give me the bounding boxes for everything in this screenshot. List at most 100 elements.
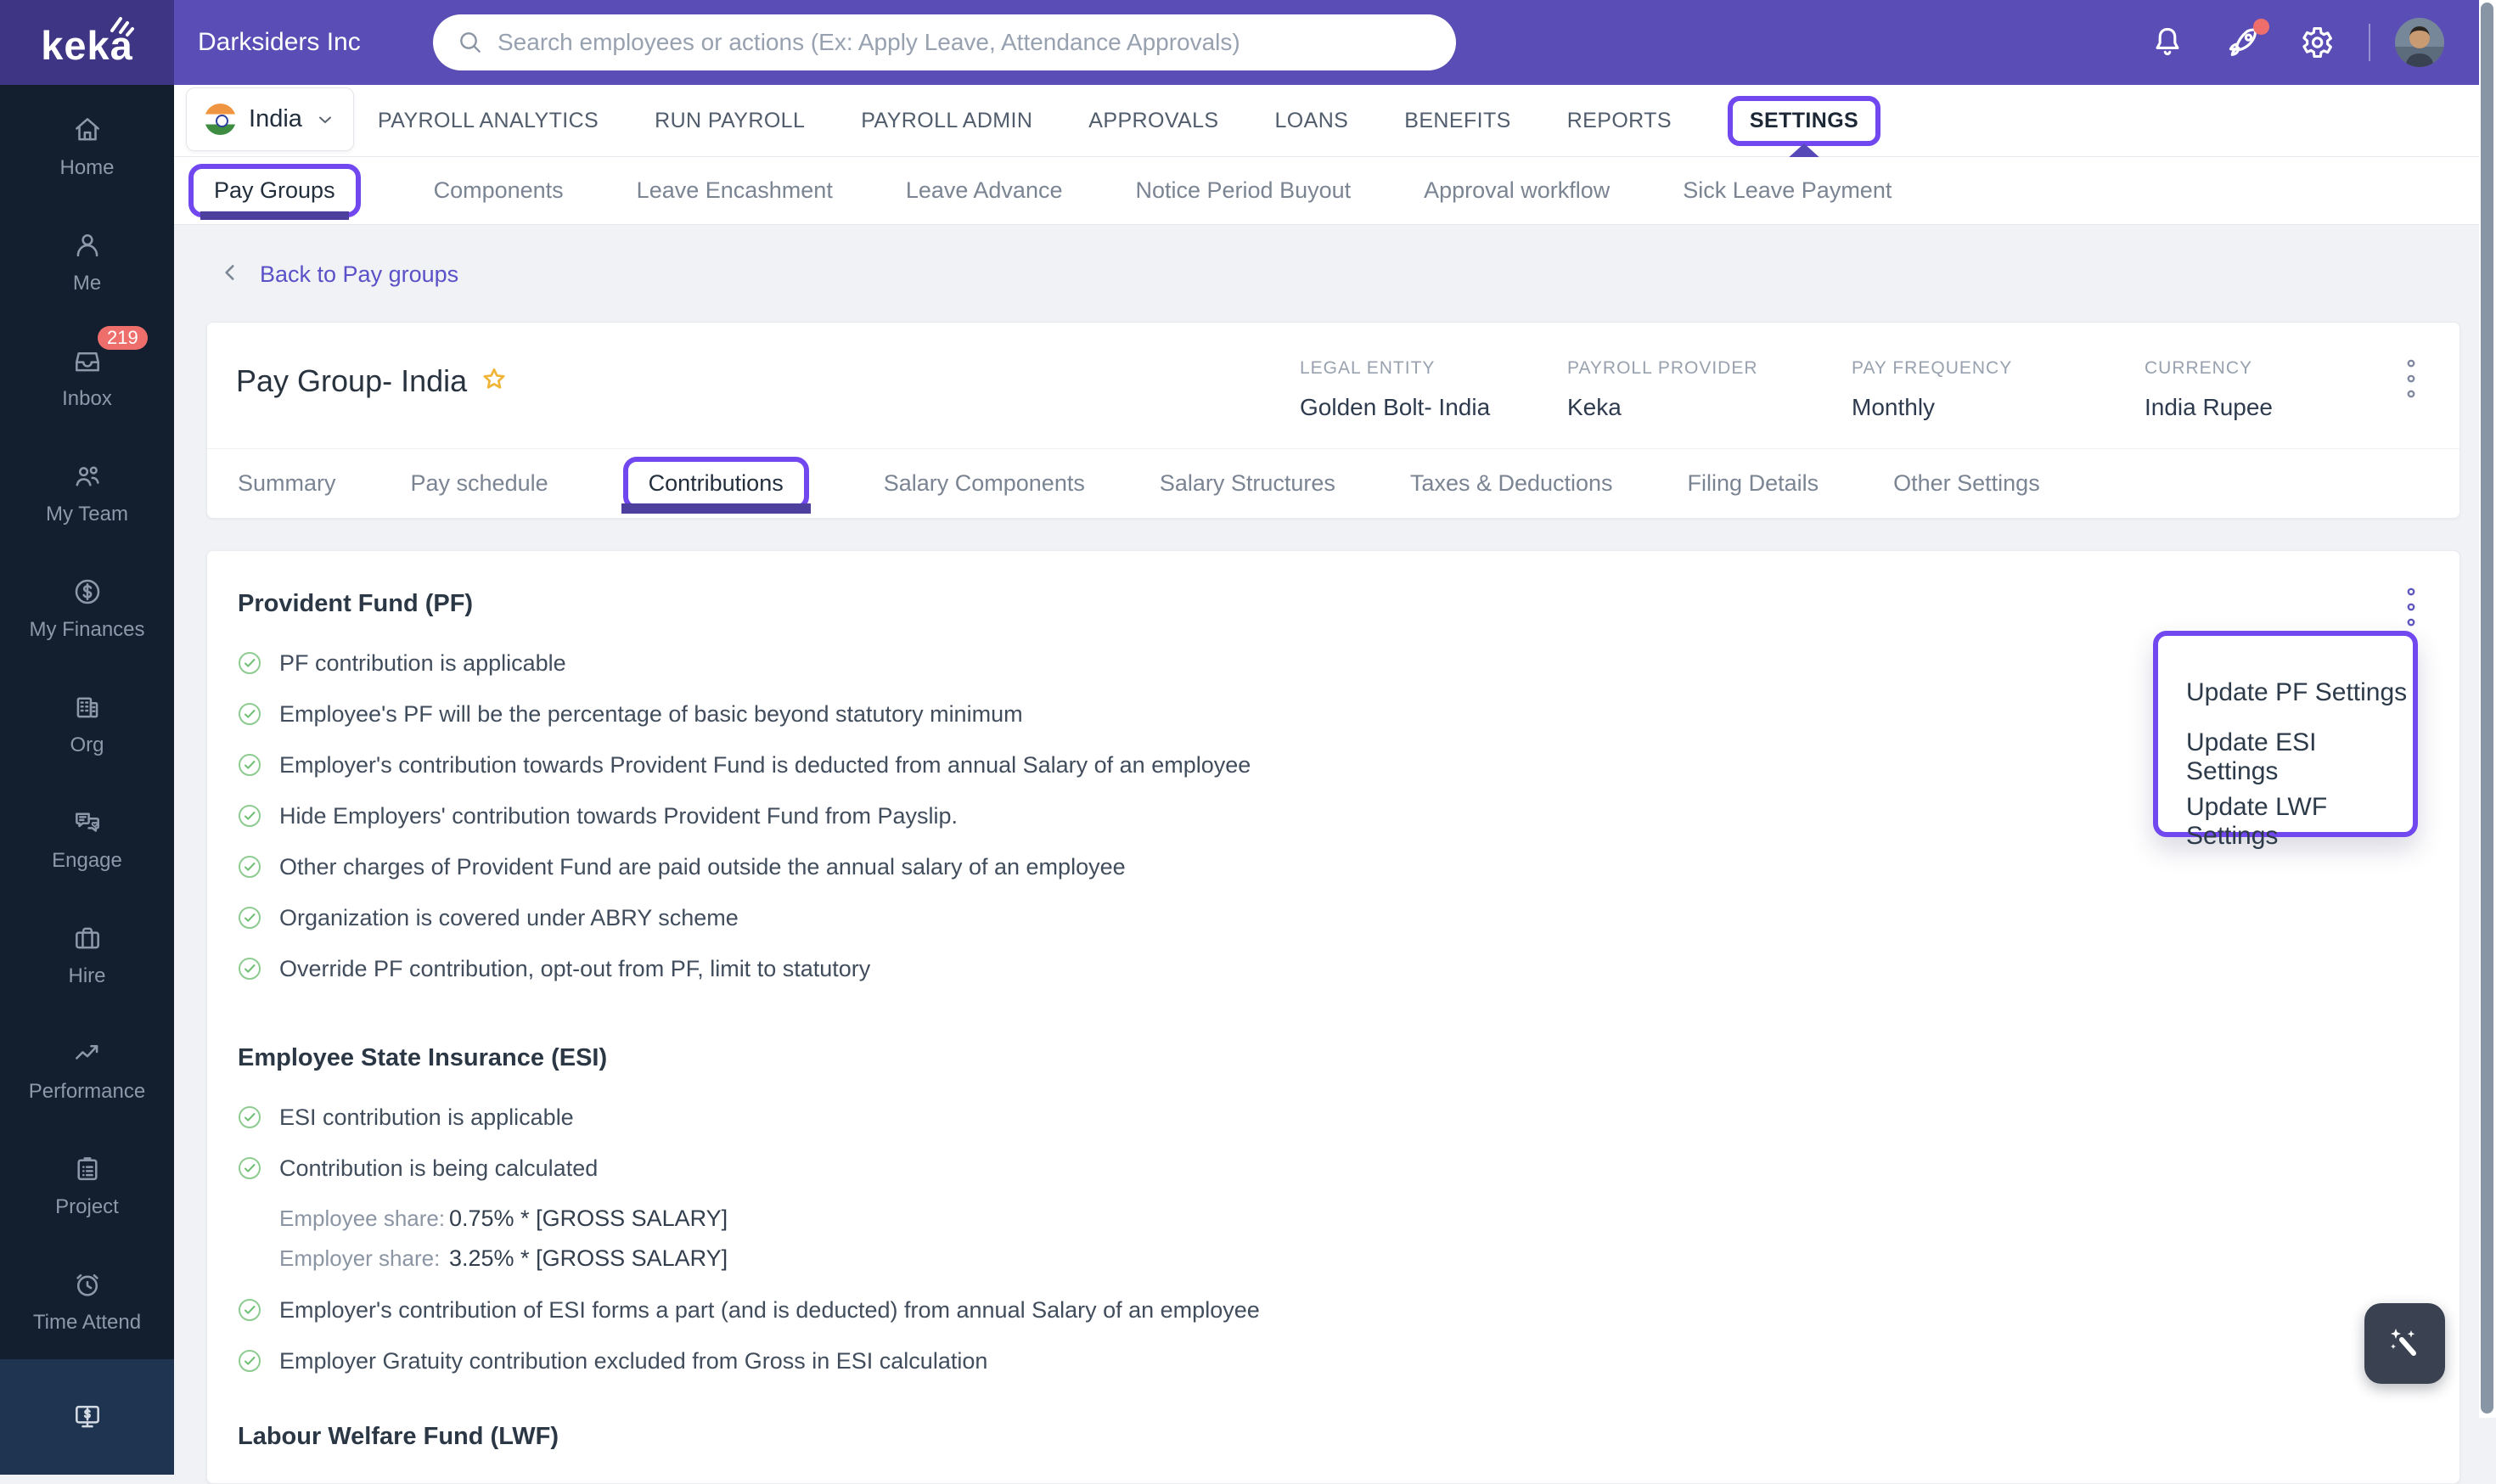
employee-share-label: Employee share: (279, 1205, 446, 1231)
update-settings-menu: Update PF Settings Update ESI Settings U… (2153, 631, 2418, 850)
user-avatar[interactable] (2395, 18, 2444, 67)
subtab-leave-advance[interactable]: Leave Advance (905, 177, 1063, 203)
esi-setting-row: ESI contribution is applicable (238, 1103, 2415, 1132)
tab-salary-structures[interactable]: Salary Structures (1159, 470, 1335, 496)
esi-section: Employee State Insurance (ESI) ESI contr… (238, 1044, 2415, 1375)
tab-taxes-deductions[interactable]: Taxes & Deductions (1409, 470, 1613, 496)
scrollbar-thumb[interactable] (2481, 3, 2493, 1414)
favorite-star-icon[interactable] (481, 366, 508, 397)
annotation-pointer (1786, 143, 1823, 160)
sidebar-item-my-team[interactable]: My Team (0, 436, 174, 551)
sidebar-item-org[interactable]: Org (0, 666, 174, 782)
sidebar-item-time-attend[interactable]: Time Attend (0, 1244, 174, 1359)
subtab-sick-leave-payment[interactable]: Sick Leave Payment (1683, 177, 1892, 203)
back-link-label: Back to Pay groups (260, 261, 459, 287)
pay-group-tabs: Summary Pay schedule Contributions Salar… (207, 448, 2459, 518)
pf-setting-row: Organization is covered under ABRY schem… (238, 903, 2415, 932)
back-to-pay-groups[interactable]: Back to Pay groups (219, 259, 2479, 289)
esi-setting-row: Employer's contribution of ESI forms a p… (238, 1296, 2415, 1324)
nav-benefits[interactable]: BENEFITS (1404, 109, 1511, 132)
keka-logo[interactable]: keka (0, 0, 174, 85)
sidebar-item-home[interactable]: Home (0, 89, 174, 205)
home-icon (75, 118, 99, 141)
nav-payroll-admin[interactable]: PAYROLL ADMIN (861, 109, 1033, 132)
sidebar-item-hire[interactable]: Hire (0, 897, 174, 1013)
rocket-badge-dot (2253, 19, 2269, 35)
org-icon (76, 697, 98, 718)
menu-update-esi-settings[interactable]: Update ESI Settings (2186, 728, 2317, 785)
pf-setting-row: Override PF contribution, opt-out from P… (238, 954, 2415, 983)
sidebar-item-performance[interactable]: Performance (0, 1013, 174, 1128)
legal-entity-selector[interactable]: India (186, 87, 354, 151)
payroll-icon (75, 1405, 99, 1428)
tab-contributions[interactable]: Contributions (648, 470, 784, 496)
whats-new-rocket-icon[interactable] (2223, 19, 2269, 63)
meta-label: PAYROLL PROVIDER (1567, 358, 1758, 378)
notifications-bell-icon[interactable] (2147, 22, 2188, 63)
nav-loans[interactable]: LOANS (1274, 109, 1349, 132)
pf-setting-row: PF contribution is applicable (238, 649, 2415, 677)
header-kebab-menu-icon[interactable] (2403, 357, 2419, 405)
pay-group-meta: LEGAL ENTITY Golden Bolt- India PAYROLL … (1300, 358, 2273, 421)
check-circle-icon (239, 1350, 261, 1372)
lwf-section-title: Labour Welfare Fund (LWF) (238, 1423, 559, 1450)
sidebar-nav: Home Me 219 Inbox My Team My Finances Or… (0, 85, 174, 1475)
sidebar-item-my-finances[interactable]: My Finances (0, 551, 174, 666)
meta-label: PAY FREQUENCY (1852, 358, 2013, 378)
brand-wordmark: keka (41, 22, 133, 68)
nav-settings[interactable]: SETTINGS (1749, 109, 1859, 132)
sidebar-item-me[interactable]: Me (0, 205, 174, 320)
check-circle-icon (239, 1157, 261, 1179)
subtab-notice-period-buyout[interactable]: Notice Period Buyout (1135, 177, 1352, 203)
payroll-provider-value: Keka (1567, 394, 1622, 420)
project-icon (76, 1157, 98, 1181)
subtab-approval-workflow[interactable]: Approval workflow (1424, 177, 1611, 203)
pf-setting-row: Other charges of Provident Fund are paid… (238, 852, 2415, 881)
chevron-down-icon (318, 116, 331, 123)
tab-other-settings[interactable]: Other Settings (1893, 470, 2040, 496)
check-circle-icon (239, 805, 261, 827)
nav-payroll-analytics[interactable]: PAYROLL ANALYTICS (378, 109, 599, 132)
pf-setting-row: Hide Employers' contribution towards Pro… (238, 801, 2415, 830)
global-search[interactable] (433, 14, 1456, 70)
search-icon (460, 32, 481, 53)
check-circle-icon (239, 703, 261, 725)
subtab-components[interactable]: Components (433, 177, 564, 203)
payroll-nav-links: PAYROLL ANALYTICS RUN PAYROLL PAYROLL AD… (378, 85, 1881, 160)
pay-group-header-card: Pay Group- India LEGAL ENTITY Golden Bol… (206, 322, 2460, 519)
tab-pay-schedule[interactable]: Pay schedule (410, 470, 548, 496)
pf-setting-row: Employer's contribution towards Providen… (238, 750, 2415, 779)
engage-icon (75, 812, 99, 832)
assistant-fab[interactable] (2364, 1303, 2445, 1384)
employer-share-value: 3.25% * [GROSS SALARY] (449, 1245, 728, 1271)
nav-reports[interactable]: REPORTS (1566, 109, 1672, 132)
esi-share-details: Employee share: 0.75% * [GROSS SALARY] E… (279, 1205, 2415, 1272)
india-flag-icon (205, 104, 237, 135)
check-circle-icon (239, 958, 261, 980)
tab-salary-components[interactable]: Salary Components (883, 470, 1085, 496)
settings-gear-icon[interactable] (2296, 22, 2336, 63)
meta-label: CURRENCY (2145, 358, 2253, 378)
sidebar-item-engage[interactable]: Engage (0, 782, 174, 897)
pf-section-title: Provident Fund (PF) (238, 590, 474, 617)
menu-update-lwf-settings[interactable]: Update LWF Settings (2186, 793, 2328, 850)
tab-filing-details[interactable]: Filing Details (1687, 470, 1819, 496)
sidebar-item-inbox[interactable]: 219 Inbox (0, 320, 174, 436)
tab-summary[interactable]: Summary (238, 470, 336, 496)
subtab-leave-encashment[interactable]: Leave Encashment (636, 177, 833, 203)
selected-entity-label: India (249, 105, 302, 132)
time-attend-icon (76, 1273, 98, 1296)
contributions-annotation-box: Contributions (621, 457, 811, 514)
legal-entity-value: Golden Bolt- India (1300, 394, 1491, 420)
menu-update-pf-settings[interactable]: Update PF Settings (2186, 678, 2408, 706)
subtab-pay-groups[interactable]: Pay Groups (214, 177, 335, 203)
nav-run-payroll[interactable]: RUN PAYROLL (655, 109, 806, 132)
search-input[interactable] (498, 29, 1432, 56)
inbox-icon (75, 352, 99, 372)
contributions-kebab-menu-icon[interactable] (2403, 585, 2419, 633)
sidebar-item-payroll[interactable] (0, 1359, 174, 1475)
meta-label: LEGAL ENTITY (1300, 358, 1436, 378)
nav-approvals[interactable]: APPROVALS (1088, 109, 1219, 132)
esi-section-title: Employee State Insurance (ESI) (238, 1044, 608, 1071)
sidebar-item-project[interactable]: Project (0, 1128, 174, 1244)
